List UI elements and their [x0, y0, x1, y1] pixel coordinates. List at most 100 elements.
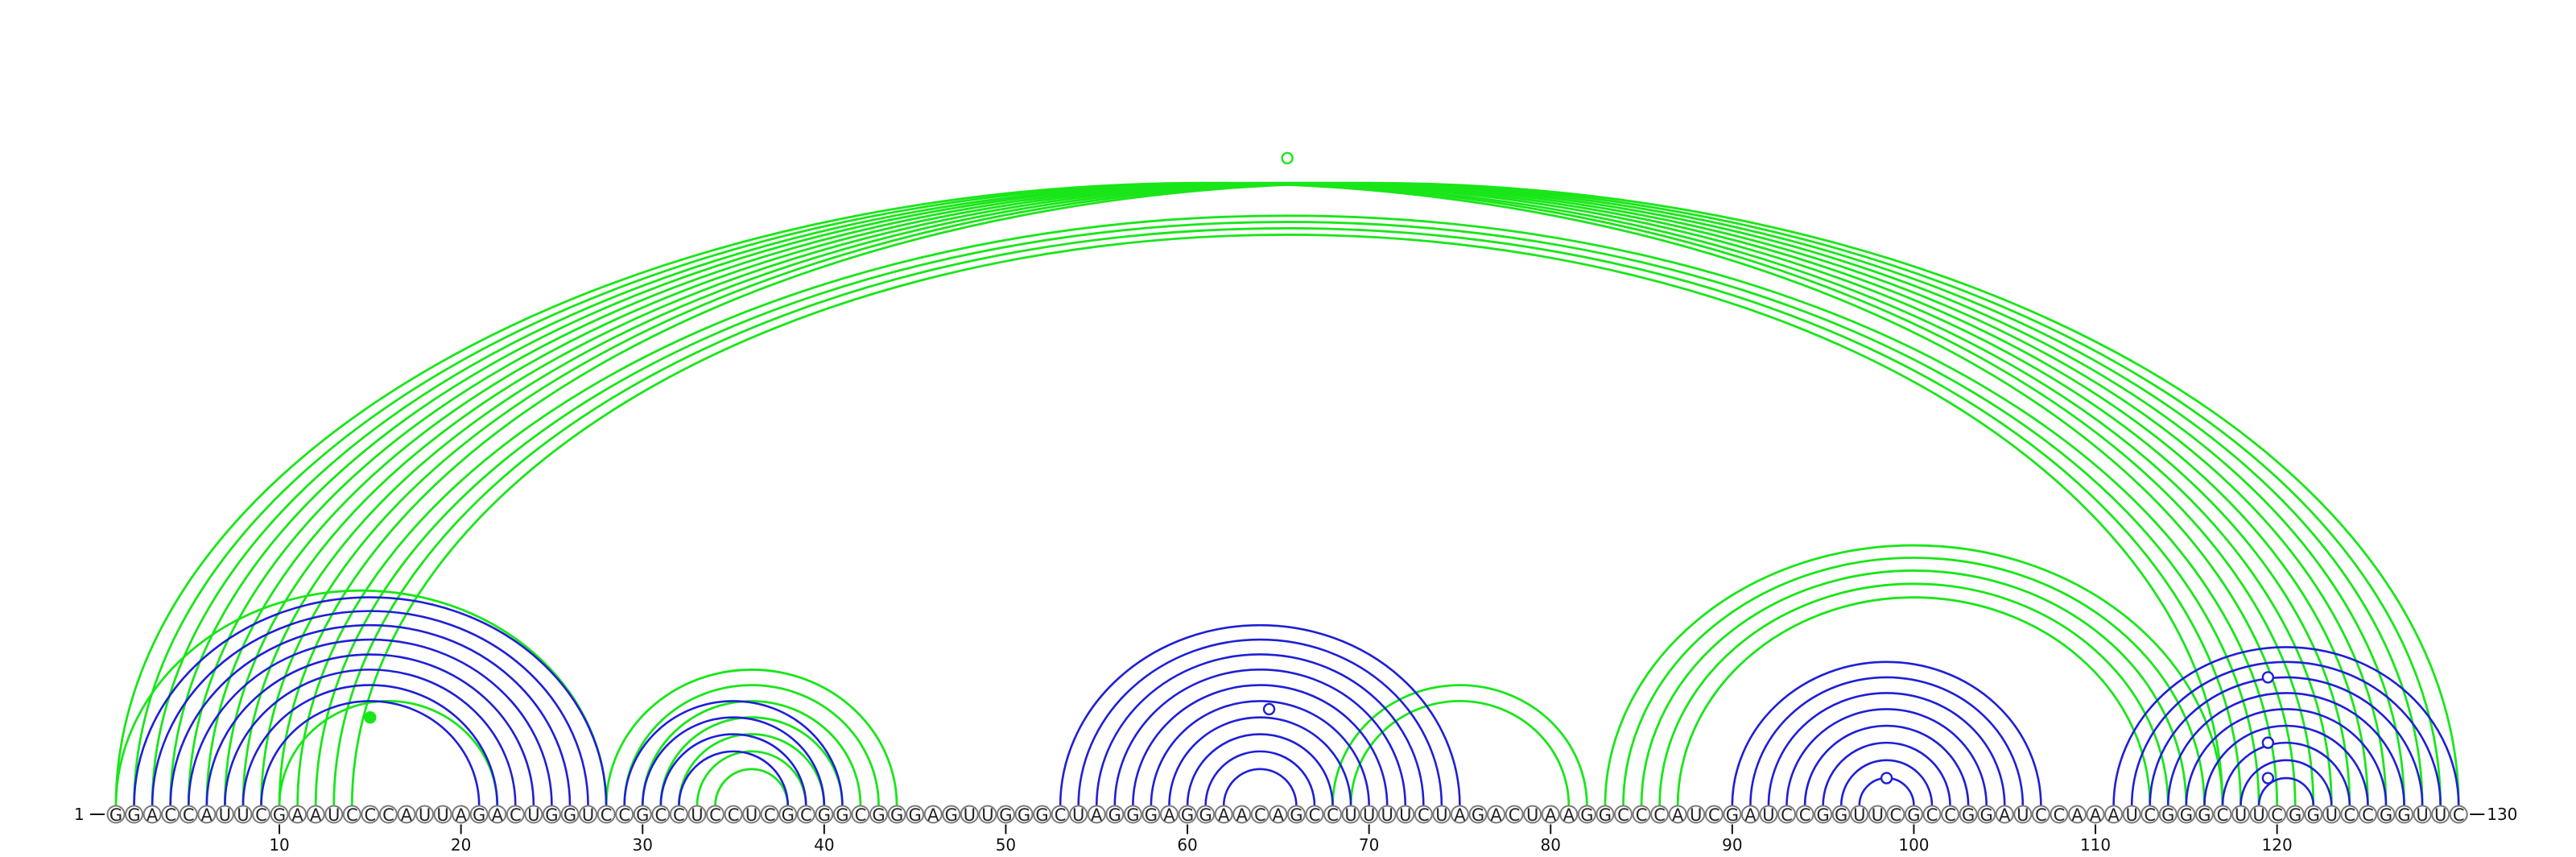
nucleotide-circle [1450, 805, 1469, 824]
nucleotide-letter: U [964, 805, 976, 825]
nucleotide: G [1178, 805, 1197, 825]
nucleotide-circle [306, 805, 325, 824]
nucleotide-circle [1759, 805, 1778, 824]
nucleotide: A [288, 805, 308, 825]
nucleotide-circle [1396, 805, 1415, 824]
nucleotide-circle [125, 805, 144, 824]
nucleotide-circle [1232, 805, 1252, 824]
nucleotide: A [1541, 805, 1560, 825]
nucleotide-letter: A [1236, 805, 1249, 825]
nucleotide-letter: C [618, 805, 630, 825]
nucleotide-circle [2013, 805, 2033, 824]
nucleotide: C [378, 805, 398, 825]
nucleotide-circle [942, 805, 961, 824]
nucleotide-circle [1051, 805, 1070, 824]
nucleotide: C [651, 805, 671, 825]
nucleotide: G [633, 805, 652, 825]
nucleotide: A [2067, 805, 2087, 825]
nucleotide: A [1232, 805, 1252, 825]
nucleotide: U [2413, 805, 2432, 825]
base-pair-arc-blue [1222, 768, 1298, 806]
tick-label: 60 [1177, 835, 1197, 855]
nucleotide-letter: U [981, 805, 993, 825]
nucleotide-circle [633, 805, 652, 824]
nucleotide-letter: C [1309, 805, 1321, 825]
nucleotide-circle [161, 805, 180, 824]
nucleotide-circle [524, 805, 543, 824]
base-pair-arc-blue [1749, 676, 2025, 806]
nucleotide-circle [742, 805, 762, 824]
nucleotide-letter: G [1907, 805, 1920, 825]
base-pair-arc-blue [187, 638, 553, 806]
nucleotide-letter: A [1273, 805, 1285, 825]
nucleotide: C [342, 805, 361, 825]
base-pair-arc-blue [242, 684, 499, 806]
tick-label: 90 [1722, 835, 1742, 855]
nucleotide: U [960, 805, 979, 825]
nucleotide-letter: G [1290, 805, 1302, 825]
nucleotide: U [1868, 805, 1887, 825]
tick-label: 30 [633, 835, 653, 855]
base-pair-arc-green [278, 181, 2460, 806]
nucleotide-letter: G [1126, 805, 1139, 825]
base-pair-arc-blue [1767, 692, 2006, 806]
base-pair-arc-blue [678, 750, 790, 806]
nucleotide-letter: C [255, 805, 267, 825]
nucleotide: U [687, 805, 707, 825]
nucleotide: C [724, 805, 743, 825]
base-pair-arc-blue [641, 716, 826, 806]
nucleotide-letter: C [1890, 805, 1902, 825]
nucleotide-letter: A [310, 805, 322, 825]
nucleotide-letter: U [1399, 805, 1411, 825]
nucleotide-circle [1305, 805, 1324, 824]
nucleotide-letter: A [1091, 805, 1103, 825]
tick-label: 10 [269, 835, 289, 855]
nucleotide-circle [2322, 805, 2341, 824]
nucleotide: U [2122, 805, 2141, 825]
base-pair-arc-green [714, 768, 790, 806]
nucleotide: A [1159, 805, 1179, 825]
nucleotide-circle [506, 805, 525, 824]
nucleotide-circle [1341, 805, 1360, 824]
nucleotide: C [1613, 805, 1633, 825]
nucleotide-circle [433, 805, 452, 824]
nucleotide-circle [1904, 805, 1923, 824]
nucleotide-circle [2249, 805, 2268, 824]
nucleotide-circle [270, 805, 289, 824]
nucleotide: A [1995, 805, 2014, 825]
nucleotide: C [796, 805, 815, 825]
nucleotide-circle [1033, 805, 1052, 824]
nucleotide-circle [1269, 805, 1288, 824]
nucleotide-circle [2268, 805, 2287, 824]
nucleotide: U [742, 805, 762, 825]
nucleotide-circle [2194, 805, 2214, 824]
nucleotide-letter: C [1327, 805, 1339, 825]
nucleotide-circle [669, 805, 688, 824]
nucleotide: C [2213, 805, 2232, 825]
nucleotide-circle [615, 805, 634, 824]
green-marker [364, 710, 377, 724]
nucleotide-circle [2285, 805, 2305, 824]
nucleotide-letter: A [201, 805, 213, 825]
nucleotide: U [324, 805, 344, 825]
nucleotide: C [161, 805, 180, 825]
nucleotide-letter: U [2125, 805, 2137, 825]
tick-label: 120 [2262, 835, 2293, 855]
nucleotide-circle [597, 805, 616, 824]
nucleotide-letter: C [1617, 805, 1629, 825]
nucleotide-letter: A [1563, 805, 1575, 825]
nucleotide-letter: G [1181, 805, 1194, 825]
base-pair-arc-blue [2185, 708, 2388, 806]
nucleotide-letter: C [709, 805, 721, 825]
nucleotide-letter: G [1835, 805, 1847, 825]
nucleotide-circle [179, 805, 198, 824]
nucleotide-circle [2340, 805, 2359, 824]
nucleotide-letter: A [2090, 805, 2102, 825]
base-pair-arc-green [169, 181, 2351, 806]
nucleotide-circle [1814, 805, 1833, 824]
nucleotide-letter: C [2453, 805, 2465, 825]
nucleotide-circle [2050, 805, 2069, 824]
base-pair-arc-blue [1059, 623, 1461, 806]
nucleotide-circle [796, 805, 815, 824]
nucleotide-circle [1977, 805, 1996, 824]
